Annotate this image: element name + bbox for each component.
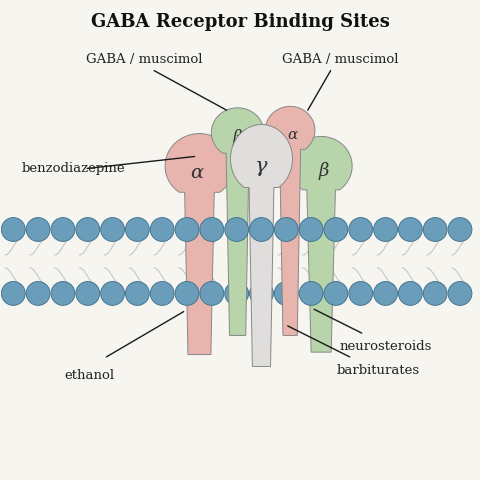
Circle shape <box>373 281 397 305</box>
Circle shape <box>1 217 25 241</box>
Circle shape <box>51 217 75 241</box>
Text: barbiturates: barbiturates <box>337 364 420 377</box>
Circle shape <box>125 281 149 305</box>
Circle shape <box>150 281 174 305</box>
Circle shape <box>51 281 75 305</box>
Circle shape <box>448 217 472 241</box>
Polygon shape <box>265 107 315 336</box>
Circle shape <box>250 217 274 241</box>
Circle shape <box>324 217 348 241</box>
Circle shape <box>423 281 447 305</box>
Text: γ: γ <box>255 156 268 176</box>
Circle shape <box>250 281 274 305</box>
Circle shape <box>423 217 447 241</box>
Circle shape <box>101 281 124 305</box>
Circle shape <box>76 281 100 305</box>
Text: GABA / muscimol: GABA / muscimol <box>86 53 203 66</box>
Circle shape <box>448 281 472 305</box>
Text: β: β <box>318 162 329 180</box>
Text: α: α <box>288 128 298 142</box>
Circle shape <box>299 281 323 305</box>
Circle shape <box>225 281 249 305</box>
Circle shape <box>125 217 149 241</box>
Text: GABA / muscimol: GABA / muscimol <box>282 53 398 66</box>
Polygon shape <box>230 124 292 366</box>
Circle shape <box>150 217 174 241</box>
Text: GABA Receptor Binding Sites: GABA Receptor Binding Sites <box>91 13 389 31</box>
Circle shape <box>324 281 348 305</box>
Circle shape <box>275 281 298 305</box>
Circle shape <box>200 217 224 241</box>
Polygon shape <box>211 108 264 336</box>
Circle shape <box>175 217 199 241</box>
Text: α: α <box>191 164 204 182</box>
Text: benzodiazepine: benzodiazepine <box>21 162 125 175</box>
Circle shape <box>26 217 50 241</box>
Polygon shape <box>290 136 352 352</box>
Circle shape <box>349 281 372 305</box>
Circle shape <box>175 281 199 305</box>
Circle shape <box>26 281 50 305</box>
Circle shape <box>1 281 25 305</box>
Circle shape <box>349 217 372 241</box>
Circle shape <box>299 217 323 241</box>
Circle shape <box>398 281 422 305</box>
Circle shape <box>275 217 298 241</box>
Polygon shape <box>165 133 234 355</box>
Text: ethanol: ethanol <box>65 369 115 382</box>
Text: neurosteroids: neurosteroids <box>339 340 432 353</box>
Text: β: β <box>233 129 242 146</box>
Circle shape <box>373 217 397 241</box>
Circle shape <box>225 217 249 241</box>
Circle shape <box>398 217 422 241</box>
Circle shape <box>101 217 124 241</box>
Circle shape <box>76 217 100 241</box>
Circle shape <box>200 281 224 305</box>
